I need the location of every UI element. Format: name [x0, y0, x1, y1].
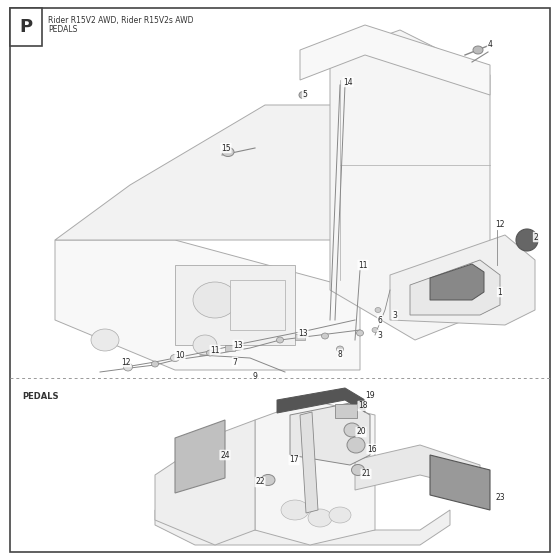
- Ellipse shape: [222, 147, 234, 156]
- Polygon shape: [290, 403, 370, 465]
- Text: 1: 1: [498, 287, 502, 296]
- Polygon shape: [300, 25, 490, 95]
- Polygon shape: [277, 388, 365, 413]
- Polygon shape: [355, 445, 480, 490]
- Ellipse shape: [337, 346, 343, 352]
- Ellipse shape: [237, 301, 273, 329]
- Polygon shape: [330, 30, 490, 340]
- Text: 3: 3: [393, 310, 398, 320]
- Text: 9: 9: [253, 371, 258, 380]
- Text: P: P: [20, 18, 32, 36]
- Ellipse shape: [91, 329, 119, 351]
- Text: 13: 13: [298, 329, 308, 338]
- Ellipse shape: [473, 46, 483, 54]
- Text: 17: 17: [289, 455, 299, 464]
- Ellipse shape: [375, 307, 381, 312]
- Ellipse shape: [357, 330, 363, 336]
- Ellipse shape: [372, 328, 378, 333]
- Text: 8: 8: [338, 349, 342, 358]
- Ellipse shape: [299, 91, 307, 99]
- Text: 2: 2: [534, 232, 538, 241]
- Polygon shape: [430, 455, 490, 510]
- Polygon shape: [55, 105, 415, 240]
- Text: 20: 20: [356, 427, 366, 436]
- Text: 11: 11: [210, 346, 220, 354]
- Ellipse shape: [193, 335, 217, 355]
- Polygon shape: [55, 240, 360, 370]
- Ellipse shape: [207, 350, 213, 356]
- Ellipse shape: [124, 363, 133, 371]
- Text: 13: 13: [233, 340, 243, 349]
- Text: Rider R15V2 AWD, Rider R15V2s AWD: Rider R15V2 AWD, Rider R15V2s AWD: [48, 16, 194, 25]
- Bar: [295, 334, 305, 340]
- Polygon shape: [360, 165, 415, 290]
- Text: 16: 16: [367, 445, 377, 454]
- Text: 6: 6: [377, 315, 382, 324]
- Text: 15: 15: [221, 143, 231, 152]
- Text: 24: 24: [220, 450, 230, 460]
- Text: 4: 4: [488, 40, 492, 49]
- Text: 12: 12: [495, 220, 505, 228]
- Text: 19: 19: [365, 391, 375, 400]
- Polygon shape: [175, 265, 295, 345]
- Ellipse shape: [329, 507, 351, 523]
- Text: 11: 11: [358, 260, 368, 269]
- Text: PEDALS: PEDALS: [48, 25, 77, 34]
- Bar: [230, 280, 285, 330]
- Text: 18: 18: [358, 402, 368, 410]
- Text: 14: 14: [343, 77, 353, 86]
- Text: 21: 21: [361, 469, 371, 478]
- Ellipse shape: [516, 229, 538, 251]
- Ellipse shape: [152, 361, 158, 367]
- Bar: [225, 345, 235, 351]
- Polygon shape: [300, 412, 318, 513]
- Polygon shape: [410, 260, 500, 315]
- Text: 3: 3: [377, 330, 382, 339]
- Text: 7: 7: [232, 357, 237, 366]
- Ellipse shape: [344, 423, 360, 437]
- Polygon shape: [155, 420, 255, 545]
- Ellipse shape: [170, 354, 180, 362]
- Polygon shape: [175, 420, 225, 493]
- Ellipse shape: [281, 500, 309, 520]
- Ellipse shape: [308, 509, 332, 527]
- Ellipse shape: [193, 282, 237, 318]
- Polygon shape: [155, 510, 450, 545]
- Bar: [10, 8, 42, 46]
- Ellipse shape: [347, 437, 365, 453]
- Polygon shape: [430, 264, 484, 300]
- Text: 12: 12: [122, 357, 130, 366]
- Ellipse shape: [277, 337, 283, 343]
- Bar: [335, 404, 357, 418]
- Text: 22: 22: [255, 478, 265, 487]
- Text: 5: 5: [302, 90, 307, 99]
- Ellipse shape: [261, 474, 275, 486]
- Ellipse shape: [321, 333, 329, 339]
- Polygon shape: [255, 400, 375, 545]
- Polygon shape: [390, 235, 535, 325]
- Text: PEDALS: PEDALS: [22, 392, 58, 401]
- Text: 10: 10: [175, 351, 185, 360]
- Text: 23: 23: [495, 493, 505, 502]
- Ellipse shape: [352, 464, 365, 475]
